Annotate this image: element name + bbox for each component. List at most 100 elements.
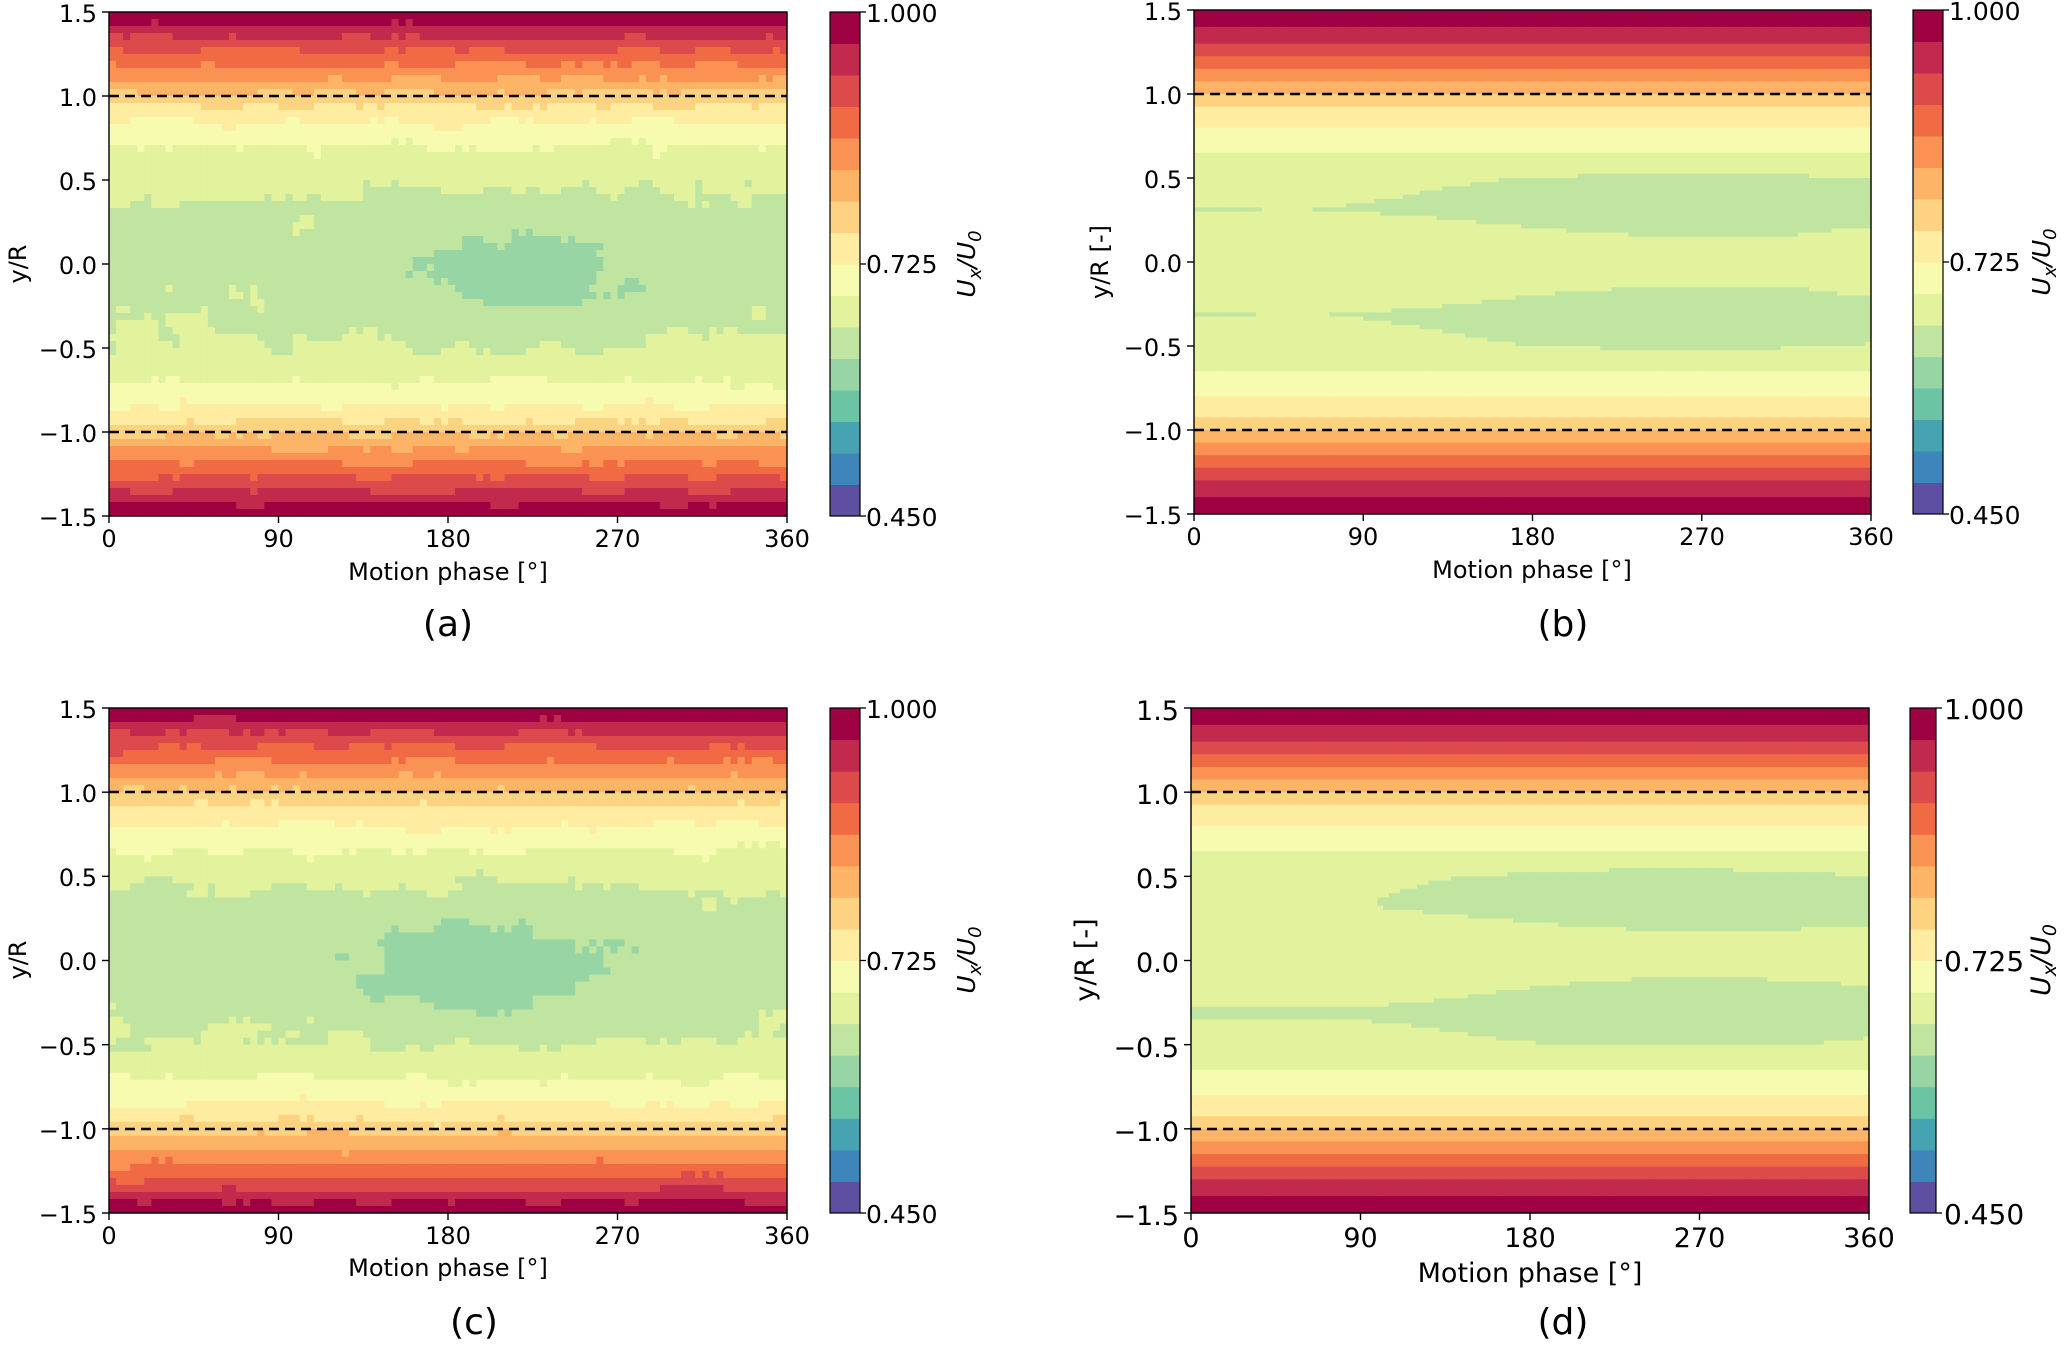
heatmap-cell [123, 33, 131, 41]
heatmap-cell [201, 33, 209, 41]
heatmap-cell [483, 26, 491, 34]
heatmap-cell [264, 40, 272, 48]
heatmap-cell [201, 68, 209, 76]
heatmap-cell [505, 40, 513, 48]
heatmap-cell [519, 75, 527, 83]
heatmap-cell [759, 40, 767, 48]
heatmap-cell [526, 33, 534, 41]
heatmap-cell [271, 54, 279, 62]
heatmap-cell [166, 54, 174, 62]
heatmap-cell [759, 54, 767, 62]
heatmap-cell [752, 54, 760, 62]
heatmap-cell [575, 82, 583, 90]
heatmap-cell [766, 68, 774, 76]
heatmap-cell [702, 47, 710, 55]
heatmap-cell [420, 75, 428, 83]
heatmap-cell [490, 26, 498, 34]
heatmap-cell [575, 26, 583, 34]
heatmap-cell [229, 75, 237, 83]
heatmap-cell [109, 40, 117, 48]
heatmap-cell [271, 61, 279, 69]
heatmap-cell [603, 61, 611, 69]
heatmap-cell [151, 33, 159, 41]
heatmap-cell [335, 40, 343, 48]
heatmap-cell [554, 75, 562, 83]
heatmap-cell [745, 33, 753, 41]
heatmap-cell [314, 40, 322, 48]
heatmap-cell [575, 40, 583, 48]
heatmap-cell [173, 54, 181, 62]
heatmap-cell [413, 26, 421, 34]
heatmap-cell [314, 33, 322, 41]
heatmap-cell [300, 75, 308, 83]
heatmap-cell [243, 75, 251, 83]
heatmap-cell [314, 68, 322, 76]
heatmap-cell [123, 12, 131, 20]
heatmap-cell [187, 68, 195, 76]
heatmap-cell [773, 12, 781, 20]
heatmap-cell [462, 33, 470, 41]
heatmap-cell [469, 33, 477, 41]
heatmap-cell [236, 19, 244, 27]
heatmap-cell [300, 61, 308, 69]
heatmap-cell [448, 82, 456, 90]
heatmap-cell [603, 82, 611, 90]
heatmap-cell [208, 12, 216, 20]
heatmap-cell [497, 47, 505, 55]
heatmap-cell [144, 40, 152, 48]
heatmap-cell [194, 54, 202, 62]
heatmap-cell [194, 33, 202, 41]
heatmap-cell [667, 40, 675, 48]
heatmap-cell [123, 54, 131, 62]
heatmap-cell [342, 47, 350, 55]
heatmap-cell [116, 12, 124, 20]
heatmap-cell [180, 12, 188, 20]
heatmap-cell [766, 26, 774, 34]
heatmap-cell [695, 40, 703, 48]
heatmap-cell [582, 47, 590, 55]
heatmap-cell [356, 12, 364, 20]
heatmap-cell [582, 54, 590, 62]
heatmap-cell [166, 82, 174, 90]
heatmap-cell [335, 82, 343, 90]
heatmap-cell [271, 33, 279, 41]
heatmap-cell [377, 82, 385, 90]
heatmap-cell [533, 40, 541, 48]
heatmap-cell [448, 26, 456, 34]
heatmap-cell [166, 26, 174, 34]
heatmap-cell [180, 68, 188, 76]
heatmap-cell [667, 26, 675, 34]
heatmap-cell [130, 54, 138, 62]
heatmap-cell [130, 26, 138, 34]
heatmap-cell [490, 82, 498, 90]
heatmap-cell [201, 26, 209, 34]
heatmap-cell [130, 61, 138, 69]
heatmap-cell [137, 26, 145, 34]
heatmap-cell [547, 68, 555, 76]
heatmap-cell [392, 75, 400, 83]
heatmap-cell [137, 40, 145, 48]
heatmap-cell [476, 54, 484, 62]
heatmap-cell [660, 68, 668, 76]
heatmap-cell [335, 68, 343, 76]
heatmap-cell [660, 82, 668, 90]
heatmap-cell [681, 40, 689, 48]
heatmap-cell [596, 82, 604, 90]
heatmap-cell [314, 54, 322, 62]
heatmap-cell [752, 75, 760, 83]
heatmap-cell [399, 26, 407, 34]
heatmap-cell [469, 12, 477, 20]
heatmap-cell [476, 40, 484, 48]
heatmap-cell [392, 33, 400, 41]
heatmap-cell [158, 54, 166, 62]
heatmap-cell [688, 68, 696, 76]
heatmap-cell [625, 19, 633, 27]
heatmap-cell [773, 40, 781, 48]
heatmap-cell [455, 68, 463, 76]
panel-a: 1.5 1.0 0.5 0.0 −0.5 −1.0 −1.5 0 90 180 … [4, 0, 986, 645]
heatmap-cell [688, 26, 696, 34]
heatmap-cell [554, 33, 562, 41]
heatmap-cell [236, 68, 244, 76]
heatmap-cell [653, 54, 661, 62]
heatmap-cell [625, 68, 633, 76]
